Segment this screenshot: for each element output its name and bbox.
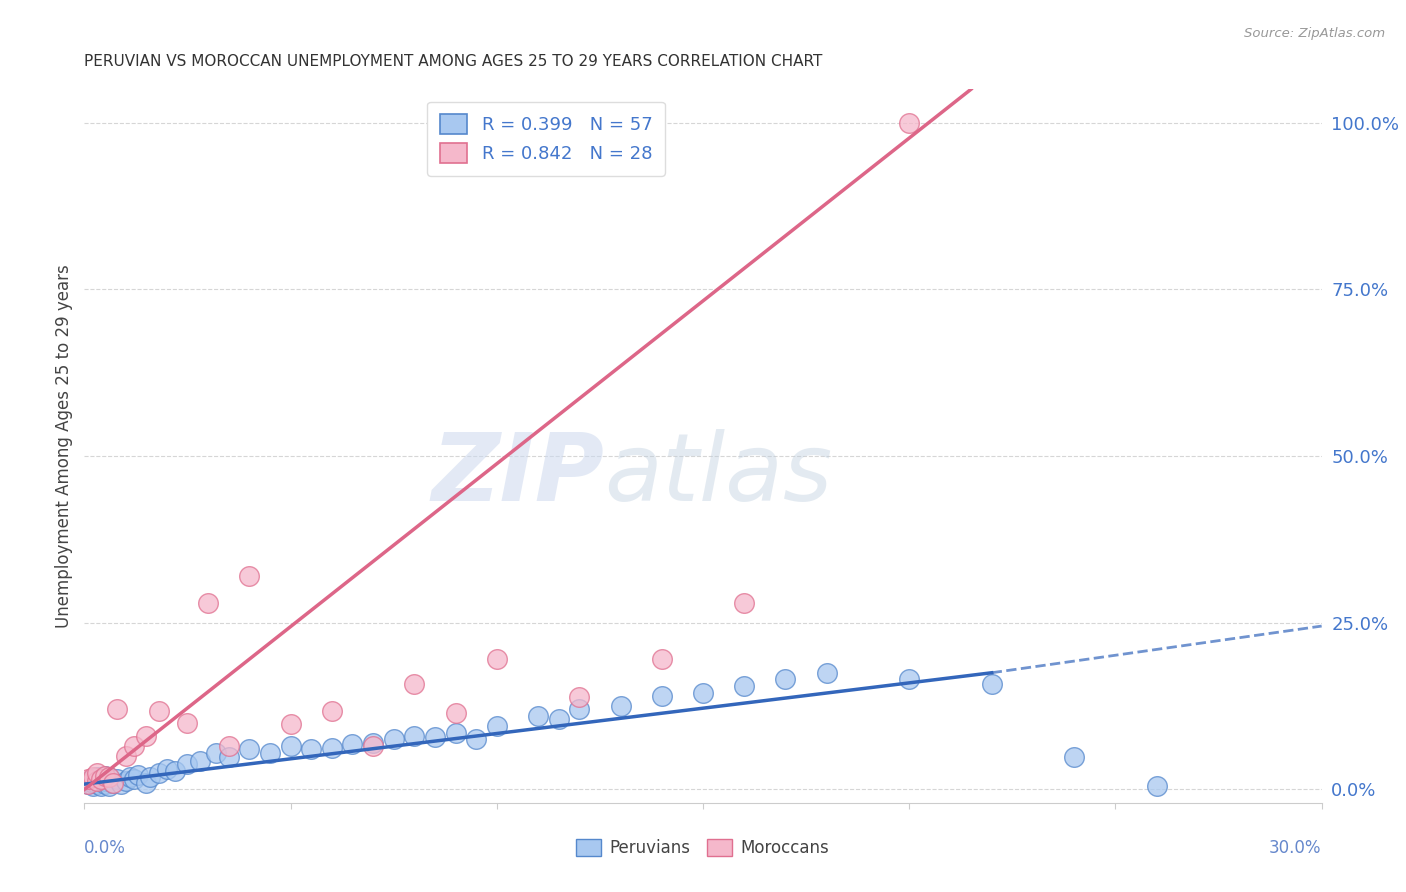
Point [156,763,179,777]
Point [1063,750,1085,764]
Point [86,777,108,791]
Point [444,706,467,720]
Point [135,729,157,743]
Text: Source: ZipAtlas.com: Source: ZipAtlas.com [1244,27,1385,40]
Text: 30.0%: 30.0% [1270,839,1322,857]
Point [382,732,405,747]
Point [280,739,302,753]
Point [651,689,673,703]
Text: PERUVIAN VS MOROCCAN UNEMPLOYMENT AMONG AGES 25 TO 29 YEARS CORRELATION CHART: PERUVIAN VS MOROCCAN UNEMPLOYMENT AMONG … [84,54,823,69]
Point [148,765,170,780]
Point [321,704,343,718]
Point [86,774,108,789]
Point [77,772,100,787]
Point [77,774,100,789]
Text: atlas: atlas [605,429,832,520]
Point [815,665,838,680]
Point [86,771,108,785]
Point [148,704,170,718]
Point [90,772,112,787]
Point [114,774,136,789]
Point [280,717,302,731]
Point [90,772,112,787]
Point [105,702,128,716]
Point [485,652,508,666]
Point [218,750,240,764]
Point [321,741,343,756]
Point [82,779,104,793]
Point [733,679,755,693]
Point [77,777,100,791]
Point [444,725,467,739]
Point [404,677,426,691]
Point [94,774,117,789]
Text: 0.0%: 0.0% [84,839,127,857]
Point [94,777,117,791]
Point [733,596,755,610]
Point [139,771,162,785]
Point [118,771,141,785]
Point [651,652,673,666]
Point [238,569,260,583]
Point [609,699,631,714]
Point [218,739,240,753]
Point [568,702,591,716]
Point [103,776,125,790]
Point [361,739,384,753]
Point [898,673,921,687]
Point [197,596,219,610]
Point [568,690,591,705]
Point [259,746,281,760]
Point [94,769,117,783]
Point [176,757,198,772]
Point [86,765,108,780]
Point [105,772,128,787]
Point [361,736,384,750]
Text: ZIP: ZIP [432,428,605,521]
Point [114,749,136,764]
Point [465,732,488,747]
Point [82,772,104,787]
Point [86,774,108,789]
Point [82,776,104,790]
Point [135,776,157,790]
Point [404,729,426,743]
Point [110,777,132,791]
Point [82,771,104,785]
Point [485,719,508,733]
Point [238,742,260,756]
Point [98,771,121,785]
Point [176,715,198,730]
Point [122,772,145,787]
Point [98,771,121,785]
Point [527,709,550,723]
Point [898,115,921,129]
Point [299,742,322,756]
Legend: Peruvians, Moroccans: Peruvians, Moroccans [568,831,838,866]
Point [94,769,117,783]
Point [980,677,1002,691]
Point [342,737,364,751]
Point [692,686,714,700]
Point [98,779,121,793]
Point [547,713,569,727]
Point [205,746,228,760]
Point [103,776,125,790]
Point [165,764,187,778]
Point [775,673,797,687]
Point [90,779,112,793]
Point [77,777,100,791]
Point [127,768,149,782]
Point [423,731,446,745]
Y-axis label: Unemployment Among Ages 25 to 29 years: Unemployment Among Ages 25 to 29 years [55,264,73,628]
Point [122,739,145,753]
Point [188,755,211,769]
Point [1146,779,1168,793]
